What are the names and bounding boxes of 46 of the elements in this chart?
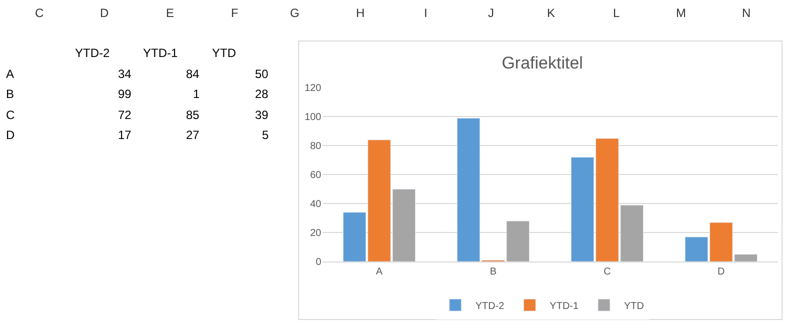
category-label: D bbox=[6, 128, 15, 142]
category-label: B bbox=[6, 87, 14, 101]
y-tick-label: 60 bbox=[310, 170, 322, 182]
data-label: 50 bbox=[255, 67, 269, 81]
x-tick-label: C bbox=[604, 266, 611, 278]
data-label: 1 bbox=[193, 87, 200, 101]
y-tick-label: 120 bbox=[304, 83, 322, 94]
text: N bbox=[742, 6, 751, 20]
text: E bbox=[166, 6, 174, 20]
y-tick-label: 0 bbox=[316, 257, 322, 268]
text: YTD-1 bbox=[143, 46, 178, 60]
y-tick-label: 20 bbox=[310, 228, 322, 240]
text: H bbox=[356, 6, 365, 20]
y-tick-label: 80 bbox=[310, 141, 322, 152]
data-label: 72 bbox=[118, 108, 132, 122]
text: YTD-2 bbox=[75, 46, 110, 60]
text: I bbox=[424, 6, 428, 20]
x-tick-label: B bbox=[490, 266, 497, 278]
legend-label: YTD-1 bbox=[550, 300, 579, 312]
y-tick-label: 40 bbox=[310, 199, 322, 210]
x-tick-label: A bbox=[376, 266, 383, 278]
data-label: 85 bbox=[186, 108, 200, 122]
text: M bbox=[676, 6, 686, 20]
text: G bbox=[290, 6, 300, 20]
text: L bbox=[613, 6, 620, 20]
data-label: 28 bbox=[255, 87, 269, 101]
data-label: 5 bbox=[262, 128, 269, 142]
category-label: C bbox=[6, 108, 15, 122]
text: F bbox=[231, 6, 238, 20]
text: D bbox=[100, 6, 109, 20]
data-label: 84 bbox=[186, 67, 200, 81]
y-tick-label: 100 bbox=[304, 112, 322, 124]
text: C bbox=[35, 6, 44, 20]
legend-label: YTD-2 bbox=[475, 300, 505, 312]
category-label: A bbox=[6, 67, 14, 81]
data-label: 17 bbox=[118, 128, 132, 142]
data-label: 39 bbox=[255, 108, 269, 122]
data-label: 99 bbox=[118, 87, 132, 101]
data-label: 27 bbox=[186, 128, 200, 142]
text: YTD bbox=[212, 46, 236, 60]
legend-label: YTD bbox=[624, 300, 644, 312]
data-label: 34 bbox=[118, 67, 132, 81]
text: K bbox=[547, 6, 556, 20]
text: J bbox=[488, 6, 494, 20]
x-tick-label: D bbox=[718, 266, 725, 278]
chart-title: Grafiektitel bbox=[502, 53, 583, 72]
